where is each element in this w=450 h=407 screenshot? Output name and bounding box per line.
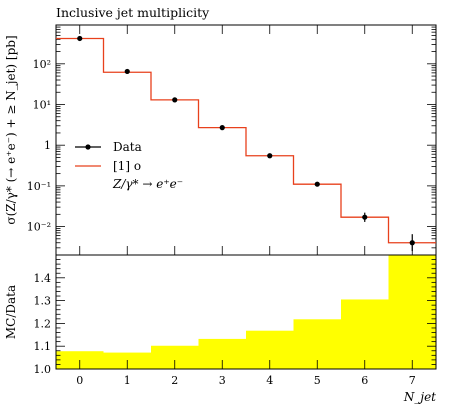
main-y-tick-label: 10² — [33, 58, 51, 71]
data-point — [172, 97, 178, 103]
data-point — [219, 125, 225, 131]
ratio-y-ticks: 1.0 1.1 1.2 1.3 1.4 — [34, 254, 436, 376]
ratio-bar — [388, 255, 436, 369]
data-marker — [267, 153, 273, 159]
x-tick-label: 6 — [361, 374, 368, 387]
ratio-y-tick-label: 1.3 — [34, 295, 52, 308]
ratio-y-tick-label: 1.4 — [34, 272, 52, 285]
ratio-y-tick-label: 1.1 — [34, 340, 52, 353]
x-tick-label: 0 — [76, 374, 83, 387]
x-axis-label: N_jet — [403, 390, 436, 404]
data-marker — [219, 125, 225, 131]
x-tick-label: 7 — [409, 374, 416, 387]
ratio-y-axis-label: MC/Data — [4, 285, 18, 339]
legend-data-marker — [85, 144, 91, 150]
legend-data-label: Data — [113, 140, 142, 154]
data-marker — [77, 35, 83, 42]
data-point — [409, 234, 415, 252]
ratio-y-tick-label: 1.2 — [34, 317, 52, 330]
data-marker — [172, 97, 178, 103]
legend-process-label: Z/γ* → e⁺e⁻ — [112, 177, 183, 191]
ratio-bar — [151, 345, 199, 369]
legend-mc-label: [1] o — [113, 159, 141, 173]
legend: Data [1] o Z/γ* → e⁺e⁻ — [75, 140, 183, 191]
data-point — [314, 181, 320, 187]
x-tick-label: 1 — [124, 374, 131, 387]
x-tick-label: 5 — [314, 374, 321, 387]
main-panel: 10⁻² 10⁻¹ 1 10¹ 10² σ(Z/γ* (→ e⁺e⁻) + ≥ N_je… — [4, 24, 437, 256]
data-marker — [314, 181, 320, 187]
main-x-ticks — [79, 25, 413, 255]
data-marker — [124, 68, 130, 75]
ratio-panel: 1.0 1.1 1.2 1.3 1.4 0 1 2 3 4 5 6 7 MC/Data N_jet — [4, 254, 437, 404]
ratio-plot-area — [55, 254, 437, 370]
main-y-tick-label: 10⁻² — [27, 221, 51, 234]
data-marker — [362, 214, 368, 220]
main-y-tick-label: 10¹ — [33, 99, 51, 112]
data-points — [77, 35, 415, 252]
data-point — [124, 68, 130, 75]
ratio-band — [56, 255, 436, 369]
data-point — [362, 212, 368, 222]
x-tick-label: 4 — [266, 374, 273, 387]
ratio-y-tick-label: 1.0 — [34, 363, 52, 376]
x-tick-label: 3 — [219, 374, 226, 387]
chart-title: Inclusive jet multiplicity — [56, 5, 210, 20]
main-y-ticks: 10⁻² 10⁻¹ 1 10¹ 10² — [27, 24, 436, 256]
main-y-axis-label: σ(Z/γ* (→ e⁺e⁻) + ≥ N_jet) [pb] — [4, 35, 18, 224]
ratio-x-ticks: 0 1 2 3 4 5 6 7 — [76, 360, 416, 387]
data-point — [77, 35, 83, 42]
ratio-bar — [341, 299, 389, 369]
data-point — [267, 153, 273, 159]
main-y-tick-label: 10⁻¹ — [27, 180, 51, 193]
x-tick-label: 2 — [171, 374, 178, 387]
data-marker — [409, 240, 415, 246]
main-y-tick-label: 1 — [44, 139, 51, 152]
